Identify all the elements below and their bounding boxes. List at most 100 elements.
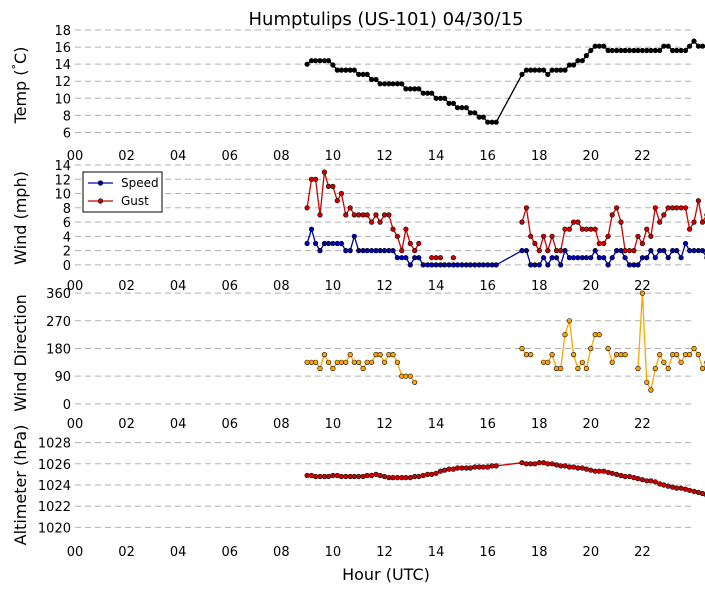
data-point xyxy=(313,58,319,64)
data-point xyxy=(532,240,538,247)
legend-box xyxy=(82,171,163,213)
data-point xyxy=(420,262,426,268)
data-point xyxy=(558,248,564,254)
data-point xyxy=(686,43,693,49)
y-axis-label: Altimeter (hPa) xyxy=(11,425,30,546)
data-point xyxy=(648,233,654,239)
y-tick-label: 8 xyxy=(63,109,71,124)
data-point xyxy=(381,212,388,218)
data-point xyxy=(545,359,551,365)
data-point xyxy=(674,485,680,491)
y-tick-label: 1022 xyxy=(38,500,71,515)
data-point xyxy=(394,81,401,87)
data-point xyxy=(390,352,396,358)
y-tick-label: 1028 xyxy=(38,437,71,452)
data-point xyxy=(536,262,542,268)
data-point xyxy=(691,248,697,254)
data-point xyxy=(390,475,396,481)
data-point xyxy=(480,262,486,268)
x-tick-label: 02 xyxy=(118,279,135,294)
data-point xyxy=(657,47,663,54)
data-point xyxy=(558,365,564,372)
data-point xyxy=(467,465,474,471)
data-point xyxy=(691,38,697,44)
x-tick-label: 04 xyxy=(170,545,187,560)
data-point xyxy=(394,255,401,261)
data-point xyxy=(613,248,620,254)
data-point xyxy=(493,463,499,469)
data-point xyxy=(347,205,353,211)
data-point xyxy=(433,255,439,261)
data-point xyxy=(343,359,349,365)
data-point xyxy=(652,47,658,54)
y-axis-label-part: ° xyxy=(10,64,23,70)
x-tick-label: 22 xyxy=(634,417,651,432)
data-point xyxy=(678,205,684,211)
data-point xyxy=(313,359,319,365)
data-point xyxy=(304,472,310,479)
data-point xyxy=(347,248,353,254)
data-point xyxy=(369,219,375,225)
data-point xyxy=(325,359,332,365)
x-tick-label: 20 xyxy=(583,545,600,560)
data-point xyxy=(325,58,332,64)
y-tick-label: 16 xyxy=(54,41,71,56)
data-point xyxy=(519,219,525,225)
data-point xyxy=(583,52,590,59)
x-tick-label: 10 xyxy=(325,149,342,164)
data-point xyxy=(420,90,426,96)
data-point xyxy=(695,198,702,204)
data-point xyxy=(635,233,641,239)
data-point xyxy=(338,190,345,197)
data-point xyxy=(562,67,568,73)
data-point xyxy=(330,240,336,247)
data-point xyxy=(588,226,594,232)
chart-panel-4: 1020 1022 1024 1026 1028 00 02 04 06 08 10 12 14 16 18… xyxy=(11,425,705,560)
data-point xyxy=(304,359,310,365)
x-tick-label: 10 xyxy=(325,417,342,432)
data-point xyxy=(652,479,658,485)
data-point xyxy=(665,255,671,261)
data-point xyxy=(317,473,323,480)
y-tick-label: 1024 xyxy=(38,479,71,494)
data-point xyxy=(626,248,633,254)
data-point xyxy=(330,62,336,68)
data-point xyxy=(652,255,658,261)
data-point xyxy=(330,472,336,479)
data-point xyxy=(399,81,405,87)
y-tick-label: 6 xyxy=(63,216,71,231)
data-point xyxy=(364,359,370,365)
data-point xyxy=(407,262,413,268)
data-point xyxy=(416,255,422,261)
data-point xyxy=(338,67,345,73)
data-point xyxy=(639,47,646,54)
data-point xyxy=(403,373,409,379)
data-point xyxy=(601,43,607,49)
data-point xyxy=(459,262,465,268)
data-point xyxy=(446,100,452,106)
data-point xyxy=(356,473,362,480)
data-point xyxy=(317,58,323,64)
y-tick-label: 4 xyxy=(63,230,71,245)
data-point xyxy=(528,352,534,358)
x-tick-label: 06 xyxy=(221,279,238,294)
x-axis-label: Hour (UTC) xyxy=(342,565,430,584)
data-point xyxy=(588,467,594,473)
data-point xyxy=(570,62,577,68)
y-tick-label: 14 xyxy=(54,159,71,174)
data-point xyxy=(596,255,602,261)
x-tick-label: 22 xyxy=(634,545,651,560)
data-point xyxy=(429,262,435,268)
data-point xyxy=(480,464,486,470)
data-point xyxy=(652,205,658,211)
data-point xyxy=(442,95,448,101)
data-point xyxy=(605,345,611,352)
data-point xyxy=(467,110,474,116)
x-tick-label: 00 xyxy=(67,149,84,164)
data-point xyxy=(403,86,409,92)
data-point xyxy=(377,248,383,254)
data-point xyxy=(686,248,693,254)
data-point xyxy=(304,205,310,211)
data-point xyxy=(618,219,624,225)
data-point xyxy=(356,71,362,77)
